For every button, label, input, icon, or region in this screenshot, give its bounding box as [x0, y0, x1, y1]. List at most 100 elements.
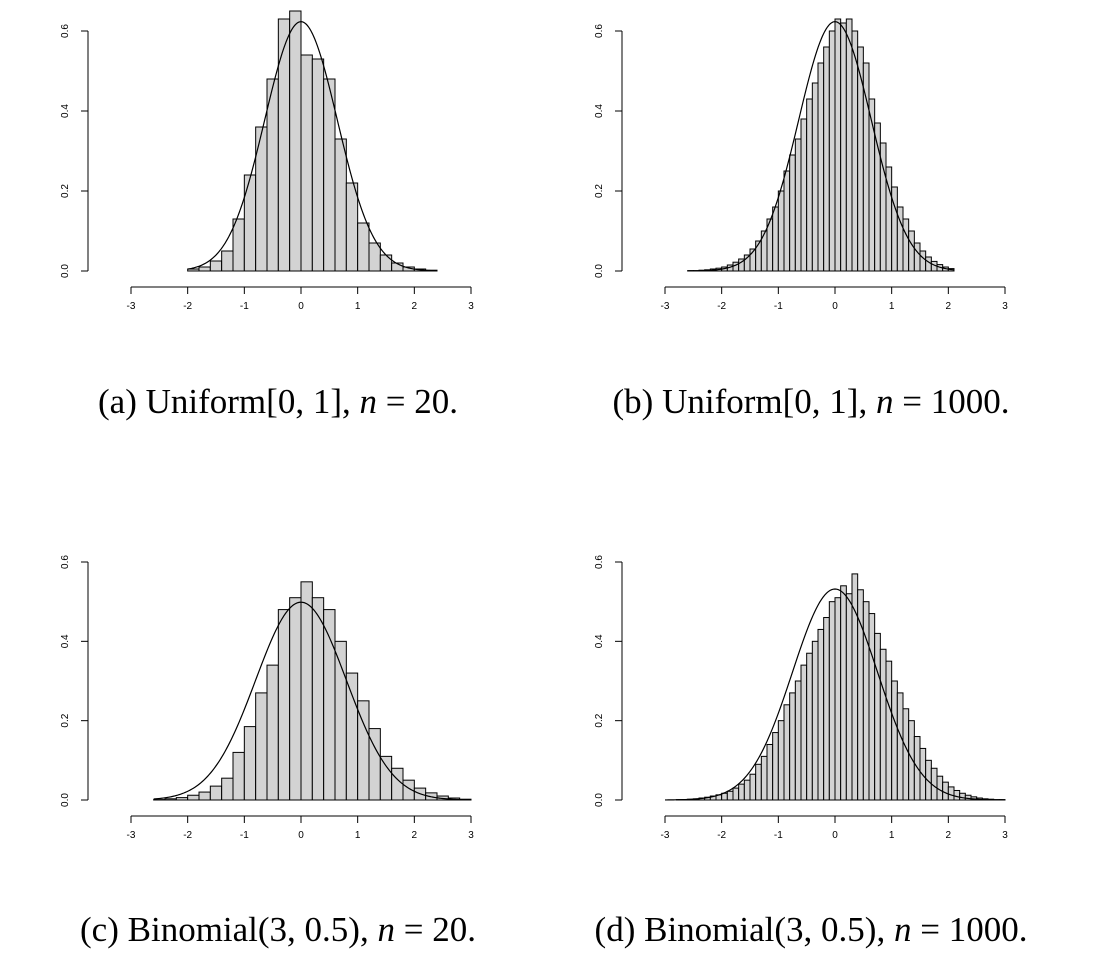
histogram-bar	[817, 62, 825, 272]
histogram-bar	[885, 660, 893, 801]
y-tick-label: 0.6	[594, 24, 605, 38]
histogram-bar	[755, 240, 762, 272]
histogram-bar	[811, 640, 819, 801]
caption-n-variable: n	[377, 910, 395, 949]
x-tick-label: 3	[1002, 830, 1008, 841]
y-tick-label: 0.6	[60, 24, 71, 38]
y-tick-label: 0.0	[60, 264, 71, 278]
histogram-bar	[925, 256, 932, 272]
x-tick-label: -2	[183, 301, 192, 312]
histogram-bar	[942, 781, 949, 801]
histogram-bar	[323, 78, 336, 272]
x-tick-label: 0	[832, 830, 838, 841]
histogram-bar	[266, 664, 279, 801]
histogram-bar	[243, 726, 257, 801]
histogram-bar	[959, 792, 966, 801]
density-curve	[153, 601, 472, 801]
y-tick-label: 0.4	[60, 104, 71, 118]
histogram-bar	[232, 751, 245, 801]
histogram-bar	[345, 182, 359, 272]
caption-label: (d)	[595, 910, 645, 949]
histogram-bar	[783, 170, 791, 272]
y-tick-label: 0.0	[594, 264, 605, 278]
histogram-bar	[266, 78, 279, 272]
caption-b: (b) Uniform[0, 1], n = 1000.	[613, 382, 1010, 421]
histogram-bar	[175, 797, 189, 801]
x-tick-label: -3	[661, 830, 670, 841]
histogram-bar	[902, 708, 910, 801]
y-tick-label: 0.6	[594, 555, 605, 569]
histogram-bar	[908, 720, 915, 801]
y-tick-label: 0.6	[60, 555, 71, 569]
histogram-bar	[198, 791, 211, 801]
histogram-bar	[357, 700, 370, 801]
x-tick-label: 1	[355, 301, 361, 312]
histogram-bar	[243, 174, 257, 272]
histogram-bar	[953, 789, 961, 801]
x-tick-label: 0	[832, 301, 838, 312]
y-tick-label: 0.4	[594, 634, 605, 648]
x-tick-label: 1	[889, 301, 895, 312]
x-tick-label: 0	[298, 301, 304, 312]
histogram-bar	[289, 10, 302, 272]
caption-label: (c)	[80, 910, 128, 949]
y-tick-label: 0.2	[60, 184, 71, 198]
histogram-bar	[289, 597, 302, 801]
histogram-bar	[783, 704, 791, 801]
y-tick-label: 0.4	[594, 104, 605, 118]
histogram-bar	[828, 601, 836, 801]
histogram-bar	[845, 593, 853, 801]
histogram-bar	[368, 242, 381, 272]
x-tick-label: -1	[240, 830, 249, 841]
x-tick-label: 3	[468, 301, 474, 312]
x-tick-label: 0	[298, 830, 304, 841]
histogram-bar	[794, 138, 802, 272]
histogram-bar	[379, 254, 393, 272]
histogram-bar	[164, 798, 177, 801]
histogram-bar	[255, 692, 268, 801]
histogram-bar	[187, 794, 200, 801]
y-tick-label: 0.2	[594, 713, 605, 727]
histogram-bar	[743, 779, 751, 801]
x-tick-label: -3	[661, 301, 670, 312]
x-tick-label: 2	[946, 301, 952, 312]
histogram-bar	[766, 743, 774, 801]
caption-n-value: = 20.	[395, 910, 476, 949]
histogram-bar	[789, 692, 796, 801]
histogram-bar	[755, 763, 762, 801]
caption-distribution: Binomial(3, 0.5),	[644, 910, 894, 949]
histogram-bar	[947, 786, 955, 801]
histogram-bar	[840, 585, 847, 801]
histogram-bar	[823, 46, 830, 272]
histogram-bar	[828, 30, 836, 272]
panel-d: -3 -2 -1 0 1 2 3 0.0 0.2 0.4 0.6 (d) Binomial(3, 0.…	[594, 555, 1027, 949]
histogram-bar	[379, 755, 393, 801]
density-curve	[664, 588, 1006, 801]
histogram-bar	[845, 18, 853, 272]
x-tick-label: 1	[355, 830, 361, 841]
x-tick-label: -2	[717, 830, 726, 841]
y-tick-label: 0.2	[594, 184, 605, 198]
caption-distribution: Uniform[0, 1],	[146, 382, 360, 421]
panel-b: -3 -2 -1 0 1 2 3 0.0 0.2 0.4 0.6 (b) Uniform[0, 1],…	[594, 18, 1010, 421]
histogram-bar	[300, 581, 313, 801]
histogram-bar	[834, 18, 842, 272]
histogram-bar	[891, 680, 898, 801]
caption-label: (b)	[613, 382, 663, 421]
histogram-bar	[732, 787, 740, 801]
x-tick-label: 3	[468, 830, 474, 841]
caption-n-value: = 20.	[377, 382, 458, 421]
histogram-bar	[209, 785, 223, 801]
histogram-bar	[840, 22, 847, 272]
histogram-bar	[834, 597, 842, 801]
histogram-bar	[277, 609, 291, 801]
histogram-bar	[800, 664, 808, 801]
histogram-bar	[232, 218, 245, 272]
y-tick-label: 0.0	[60, 793, 71, 807]
histogram-bar	[902, 218, 910, 272]
histogram-bar	[777, 190, 785, 272]
caption-n-variable: n	[359, 382, 377, 421]
histogram-bar	[806, 98, 813, 272]
caption-distribution: Binomial(3, 0.5),	[128, 910, 378, 949]
